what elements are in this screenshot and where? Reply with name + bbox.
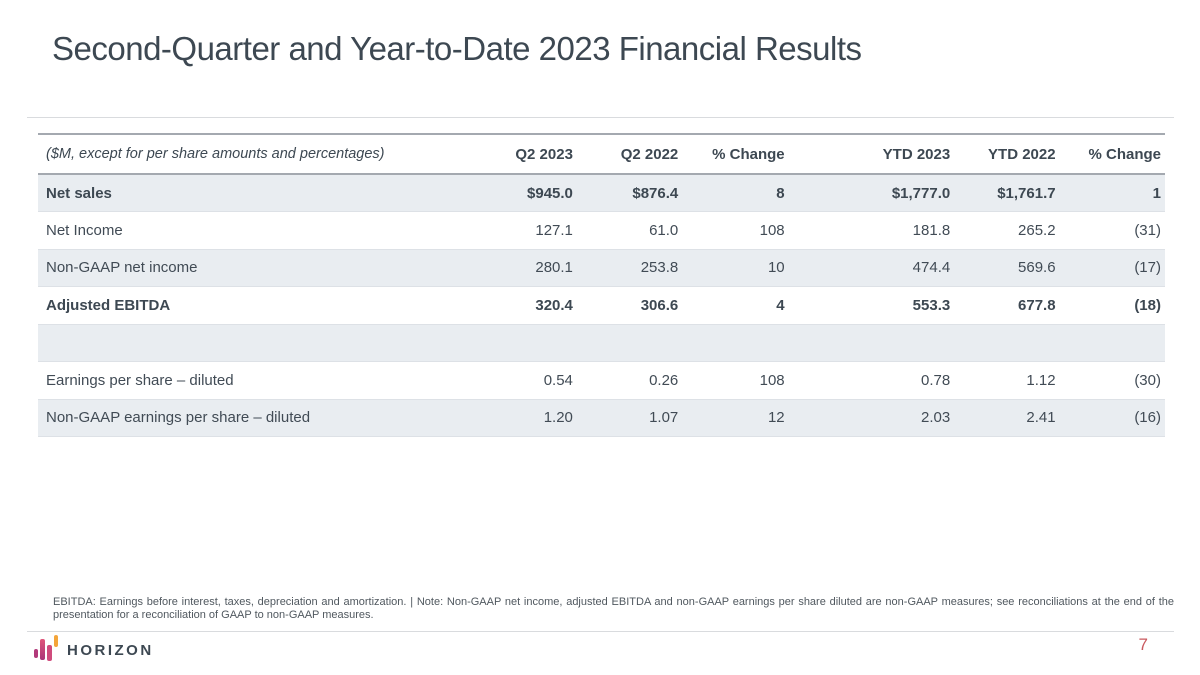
table-row-adjusted-ebitda: Adjusted EBITDA 320.4 306.6 4 553.3 677.… [38, 287, 1165, 324]
cell-value: 320.4 [535, 296, 573, 314]
cell-value: $876.4 [632, 184, 679, 202]
cell-value: $945.0 [527, 184, 573, 202]
table-row-non-gaap-eps-diluted: Non-GAAP earnings per share – diluted 1.… [38, 399, 1165, 437]
table-row-net-sales: Net sales $945.0 $876.4 8 $1,777.0 $1,76… [38, 174, 1165, 212]
unit-note: ($M, except for per share amounts and pe… [38, 133, 470, 175]
logo-bar-pink [47, 645, 52, 661]
table-row-spacer [38, 324, 1165, 362]
table-row-eps-diluted: Earnings per share – diluted 0.54 0.26 1… [38, 362, 1165, 399]
table-row-net-income: Net Income 127.1 61.0 108 181.8 265.2 (3… [38, 212, 1165, 249]
cell-value: 127.1 [535, 221, 573, 239]
cell-value: 2.41 [1026, 409, 1056, 427]
cell-value: 10 [767, 259, 785, 277]
row-label: Earnings per share – diluted [46, 371, 234, 389]
cell-value: 1.12 [1026, 371, 1056, 389]
cell-value: 0.26 [649, 371, 679, 389]
row-label: Net sales [46, 184, 112, 202]
page-number: 7 [1138, 635, 1148, 654]
cell-value: 1.07 [649, 409, 679, 427]
column-header-pct-change-ytd: % Change [1059, 133, 1165, 175]
cell-value: 569.6 [1018, 259, 1056, 277]
logo-bar-gradient [40, 639, 45, 660]
cell-value [789, 324, 955, 362]
title-divider [27, 117, 1174, 118]
cell-value: 265.2 [1018, 221, 1056, 239]
logo-wordmark: HORIZON [67, 641, 154, 659]
column-header-pct-change-q: % Change [682, 133, 789, 175]
cell-value: 2.03 [921, 409, 951, 427]
cell-value: 61.0 [649, 221, 679, 239]
row-label [38, 324, 470, 362]
table-header-row: ($M, except for per share amounts and pe… [38, 133, 1165, 175]
cell-value: $1,777.0 [891, 184, 951, 202]
logo-bar-orange [54, 635, 58, 647]
cell-value: 0.54 [543, 371, 573, 389]
cell-value: 12 [767, 409, 785, 427]
row-label: Non-GAAP earnings per share – diluted [46, 409, 311, 427]
cell-value: (30) [1134, 371, 1161, 389]
horizon-logo: HORIZON [33, 634, 154, 666]
cell-value: (18) [1134, 296, 1161, 314]
cell-value: 306.6 [640, 296, 679, 314]
column-header-ytd-2023: YTD 2023 [788, 133, 955, 175]
cell-value: (17) [1134, 259, 1161, 277]
cell-value: 280.1 [535, 259, 573, 277]
cell-value: $1,761.7 [997, 184, 1056, 202]
row-label: Non-GAAP net income [46, 259, 198, 277]
cell-value: 8 [776, 184, 785, 202]
page-title: Second-Quarter and Year-to-Date 2023 Fin… [52, 30, 862, 67]
cell-value: 1.20 [543, 409, 573, 427]
cell-value: 181.8 [912, 221, 951, 239]
cell-value: 1 [1152, 184, 1161, 202]
cell-value: 677.8 [1018, 296, 1056, 314]
cell-value [682, 324, 788, 362]
footer-divider [27, 631, 1174, 632]
cell-value [470, 324, 577, 362]
row-label: Net Income [46, 221, 123, 239]
row-label: Adjusted EBITDA [46, 296, 171, 314]
logo-bar-magenta [34, 649, 38, 658]
cell-value [577, 324, 682, 362]
cell-value: 253.8 [640, 259, 679, 277]
column-header-q2-2023: Q2 2023 [469, 133, 577, 175]
cell-value: 108 [759, 221, 785, 239]
table-row-non-gaap-net-income: Non-GAAP net income 280.1 253.8 10 474.4… [38, 249, 1165, 287]
column-header-q2-2022: Q2 2022 [576, 133, 683, 175]
cell-value: (31) [1134, 221, 1161, 239]
cell-value: 553.3 [912, 296, 951, 314]
cell-value: 474.4 [912, 259, 951, 277]
cell-value: 108 [759, 371, 785, 389]
footnote: EBITDA: Earnings before interest, taxes,… [53, 596, 1174, 622]
column-header-ytd-2022: YTD 2022 [954, 133, 1060, 175]
cell-value: (16) [1134, 409, 1161, 427]
financial-results-table: ($M, except for per share amounts and pe… [38, 133, 1165, 437]
cell-value [954, 324, 1059, 362]
cell-value [1060, 324, 1165, 362]
horizon-logo-icon [33, 634, 59, 666]
cell-value: 0.78 [921, 371, 951, 389]
cell-value: 4 [776, 296, 785, 314]
